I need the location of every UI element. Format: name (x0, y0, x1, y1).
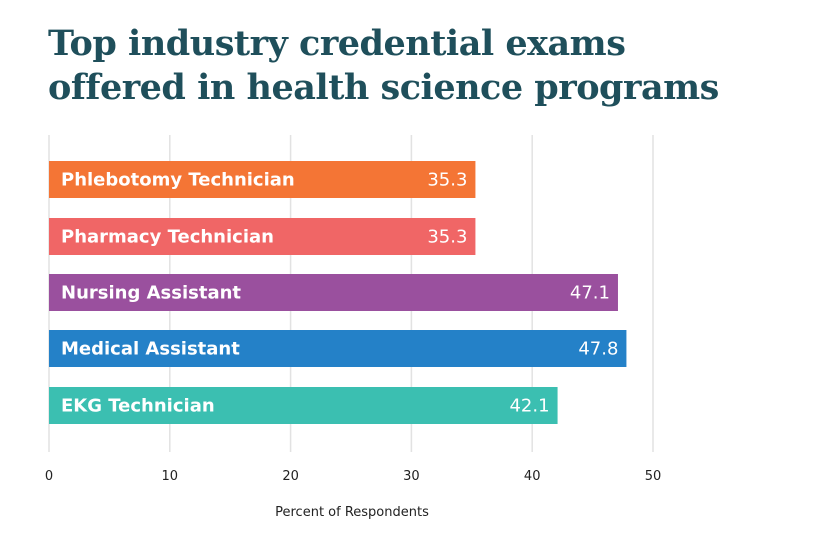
bar-category-label: Nursing Assistant (61, 283, 241, 304)
bar (49, 218, 476, 255)
bar-category-label: EKG Technician (61, 396, 215, 417)
x-tick-label: 30 (403, 469, 420, 484)
bar (49, 161, 476, 198)
bar (49, 387, 558, 424)
bar-value-label: 35.3 (427, 170, 467, 191)
bar-value-label: 42.1 (509, 396, 549, 417)
chart-title: Top industry credential exams offered in … (48, 23, 719, 108)
bar-value-label: 35.3 (427, 227, 467, 248)
bar-category-label: Medical Assistant (61, 339, 240, 360)
x-tick-label: 50 (645, 469, 662, 484)
bar-value-label: 47.8 (578, 339, 618, 360)
bar-value-label: 47.1 (570, 283, 610, 304)
x-tick-label: 0 (45, 469, 53, 484)
x-tick-label: 20 (282, 469, 299, 484)
bar (49, 274, 618, 311)
x-tick-label: 10 (162, 469, 179, 484)
x-axis-label: Percent of Respondents (275, 505, 429, 520)
bar-category-label: Pharmacy Technician (61, 227, 274, 248)
bar (49, 330, 627, 367)
bar-category-label: Phlebotomy Technician (61, 170, 295, 191)
x-tick-label: 40 (524, 469, 541, 484)
